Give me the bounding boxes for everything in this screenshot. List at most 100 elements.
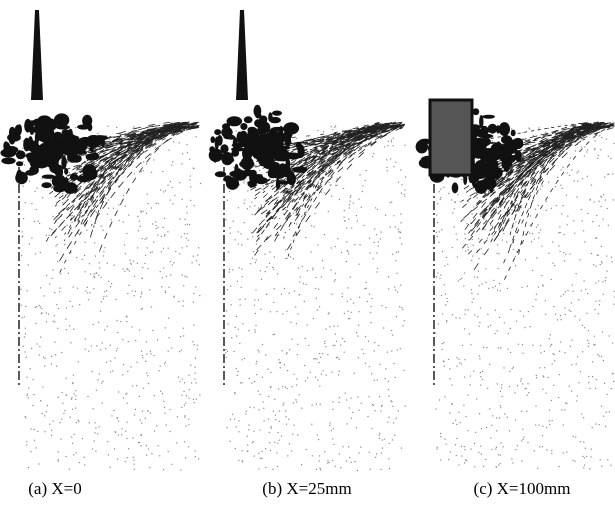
particle [94, 255, 96, 257]
particle [444, 293, 447, 295]
particle [62, 402, 64, 404]
panel [0, 10, 202, 471]
particle [579, 259, 581, 261]
flow-streak [283, 127, 389, 223]
particle [45, 321, 47, 323]
particle [581, 413, 583, 415]
particle [601, 405, 603, 407]
particle [464, 328, 466, 330]
particle [386, 166, 388, 168]
particle [188, 397, 190, 399]
particle [225, 219, 227, 221]
particle [140, 445, 142, 447]
particle [24, 416, 26, 418]
particle [385, 214, 387, 216]
particle [543, 350, 545, 352]
particle [456, 357, 458, 359]
particle [458, 411, 460, 413]
particle [77, 419, 79, 421]
particle [253, 251, 255, 253]
particle [459, 278, 461, 281]
particle [600, 245, 602, 247]
particle [559, 315, 561, 317]
particle-cluster [216, 135, 223, 146]
particle [472, 255, 474, 257]
particle [233, 350, 235, 353]
particle [380, 231, 382, 233]
particle [386, 351, 388, 353]
particle [306, 270, 308, 272]
particle [107, 454, 109, 456]
particle [567, 289, 569, 292]
particle [586, 151, 588, 153]
particle [516, 232, 518, 234]
particle [44, 365, 46, 367]
particle [365, 287, 367, 289]
particle [317, 163, 319, 165]
particle [155, 228, 157, 230]
particle [459, 201, 461, 203]
particle [526, 394, 528, 396]
particle [65, 377, 67, 379]
particle [152, 329, 154, 332]
particle [551, 363, 553, 365]
particle [476, 197, 478, 199]
particle [357, 335, 359, 337]
particle [554, 186, 556, 188]
particle [239, 304, 241, 306]
particle [514, 255, 516, 258]
particle [296, 378, 298, 380]
particle [250, 232, 252, 234]
particle [443, 361, 445, 363]
particle [587, 345, 589, 347]
particle [277, 196, 279, 198]
particle [237, 243, 239, 245]
particle [277, 273, 279, 275]
particle [522, 131, 524, 134]
particle [503, 322, 505, 324]
particle [278, 410, 281, 412]
particle [335, 340, 338, 342]
particle [335, 184, 337, 186]
particle [512, 248, 515, 250]
particle [22, 140, 24, 142]
particle-cluster [210, 136, 216, 144]
particle [240, 233, 242, 235]
particle [468, 333, 470, 335]
particle [81, 258, 83, 261]
particle [613, 303, 615, 305]
particle [266, 192, 269, 194]
particle [262, 401, 264, 403]
particle [562, 166, 564, 168]
particle [477, 315, 479, 318]
particle [542, 284, 544, 286]
particle [126, 421, 128, 423]
particle [198, 247, 200, 249]
particle [37, 430, 39, 432]
particle [542, 285, 544, 287]
particle [199, 394, 201, 396]
particle [395, 316, 398, 318]
particle [129, 259, 131, 261]
particle [308, 193, 310, 195]
particle [447, 263, 449, 265]
particle [257, 207, 259, 209]
particle [183, 382, 186, 384]
particle [550, 399, 552, 401]
particle [350, 311, 352, 313]
particle [558, 245, 560, 247]
particle [93, 440, 95, 442]
particle [559, 341, 562, 343]
particle [569, 345, 571, 347]
particle [347, 287, 349, 289]
particle [565, 194, 567, 196]
particle [329, 184, 331, 186]
particle [571, 169, 573, 171]
particle [332, 428, 334, 430]
particle-cluster [71, 149, 87, 155]
particle [552, 262, 554, 264]
particle [315, 161, 317, 163]
particle [192, 341, 194, 343]
particle [602, 293, 604, 295]
particle [582, 455, 584, 457]
